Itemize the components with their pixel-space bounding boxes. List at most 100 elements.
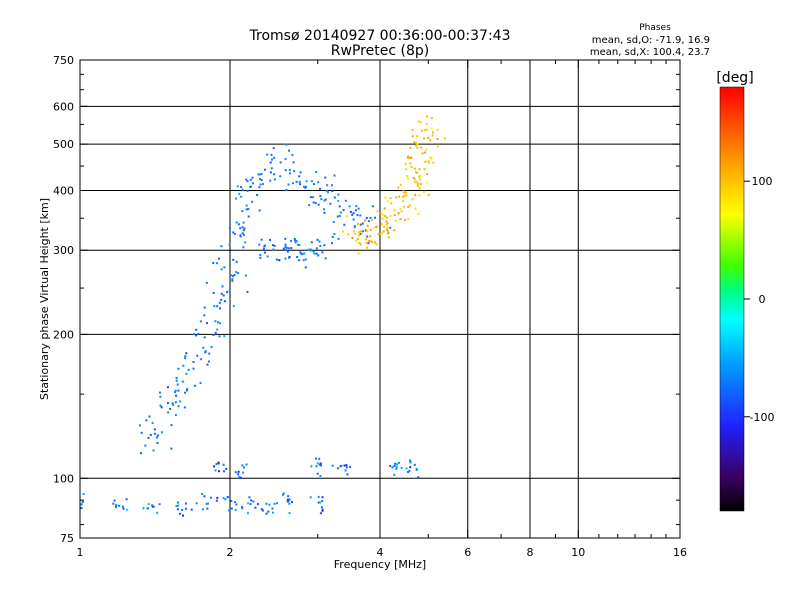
echo-point [288,502,291,505]
echo-point [414,142,417,144]
echo-point [246,512,249,515]
echo-point [354,240,357,243]
echo-point [389,465,392,467]
echo-point [375,225,378,228]
echo-point [399,218,402,221]
echo-point [142,507,145,510]
echo-point [339,211,342,214]
y-axis-label: Stationary phase Virtual Height [km] [38,198,51,400]
echo-point [320,506,323,509]
echo-point [215,499,218,502]
echo-point [251,200,254,203]
echo-point [177,504,180,507]
y-tick-labels: 75 100 200 300 400 500 600 750 [53,54,74,545]
echo-point [291,501,293,504]
echo-point [396,463,398,466]
echo-point [258,186,261,189]
echo-point [340,464,343,467]
echo-point [358,231,361,233]
echo-point [272,244,275,247]
echo-point [184,357,187,360]
echo-point [246,180,249,183]
echo-point [214,331,217,334]
echo-point [213,465,216,468]
echo-point [284,169,287,172]
echo-point [225,467,228,470]
echo-point [213,305,216,308]
echo-point [287,183,290,186]
echo-point [179,400,182,403]
echo-point [273,178,276,181]
echo-point [214,469,217,472]
echo-point [169,407,172,410]
echo-point [260,238,263,241]
echo-point [381,217,384,220]
echo-point [157,434,159,437]
echo-point [407,471,410,473]
echo-point [402,195,404,198]
echo-point [171,402,174,405]
echo-point [315,252,318,255]
x-tick-labels: 1 2 4 6 8 10 16 [77,546,688,559]
echo-point [384,196,387,199]
echo-point [357,241,360,244]
echo-point [184,355,187,358]
echo-point [273,156,276,159]
echo-point [249,178,252,181]
echo-point [293,238,296,240]
echo-point [259,256,262,259]
stats-heading: Phases [639,23,671,33]
echo-point [223,470,225,473]
echo-point [385,216,388,219]
stats-x-mode: mean, sd,X: 100.4, 23.7 [590,47,710,58]
echo-point [316,462,319,465]
echo-point [218,470,220,473]
echo-point [159,391,161,394]
echo-point [366,246,369,249]
echo-point [300,252,303,255]
echo-point [174,389,177,392]
echo-point [416,171,418,174]
echo-point [126,508,129,511]
series-0 [138,143,392,455]
echo-point [431,134,434,137]
echo-point [235,221,238,224]
echo-point [228,227,231,230]
echo-point [316,238,319,241]
echo-point [319,195,322,198]
grid-lines [80,60,680,538]
echo-point [303,252,306,255]
echo-point [397,212,400,215]
echo-point [192,367,195,370]
echo-point [386,200,389,203]
echo-point [416,143,419,146]
echo-point [112,502,115,505]
echo-point [369,229,372,232]
echo-point [418,168,421,171]
echo-point [201,492,204,495]
echo-point [269,239,271,241]
echo-point [324,257,327,260]
echo-point [374,216,376,219]
echo-point [177,367,180,370]
echo-point [220,268,223,271]
echo-point [321,509,324,512]
echo-point [407,155,409,158]
echo-point [239,235,242,238]
echo-point [185,507,187,510]
echo-point [406,156,409,159]
echo-point [271,511,274,514]
echo-point [395,468,398,470]
echo-point [359,233,362,235]
echo-point [155,436,158,439]
echo-point [367,220,370,222]
echo-point [265,502,268,505]
echo-point [197,333,200,335]
echo-point [384,215,386,217]
x-tick-label-6: 6 [464,546,471,559]
echo-point [428,161,431,164]
echo-point [416,184,419,187]
echo-point [290,240,292,242]
